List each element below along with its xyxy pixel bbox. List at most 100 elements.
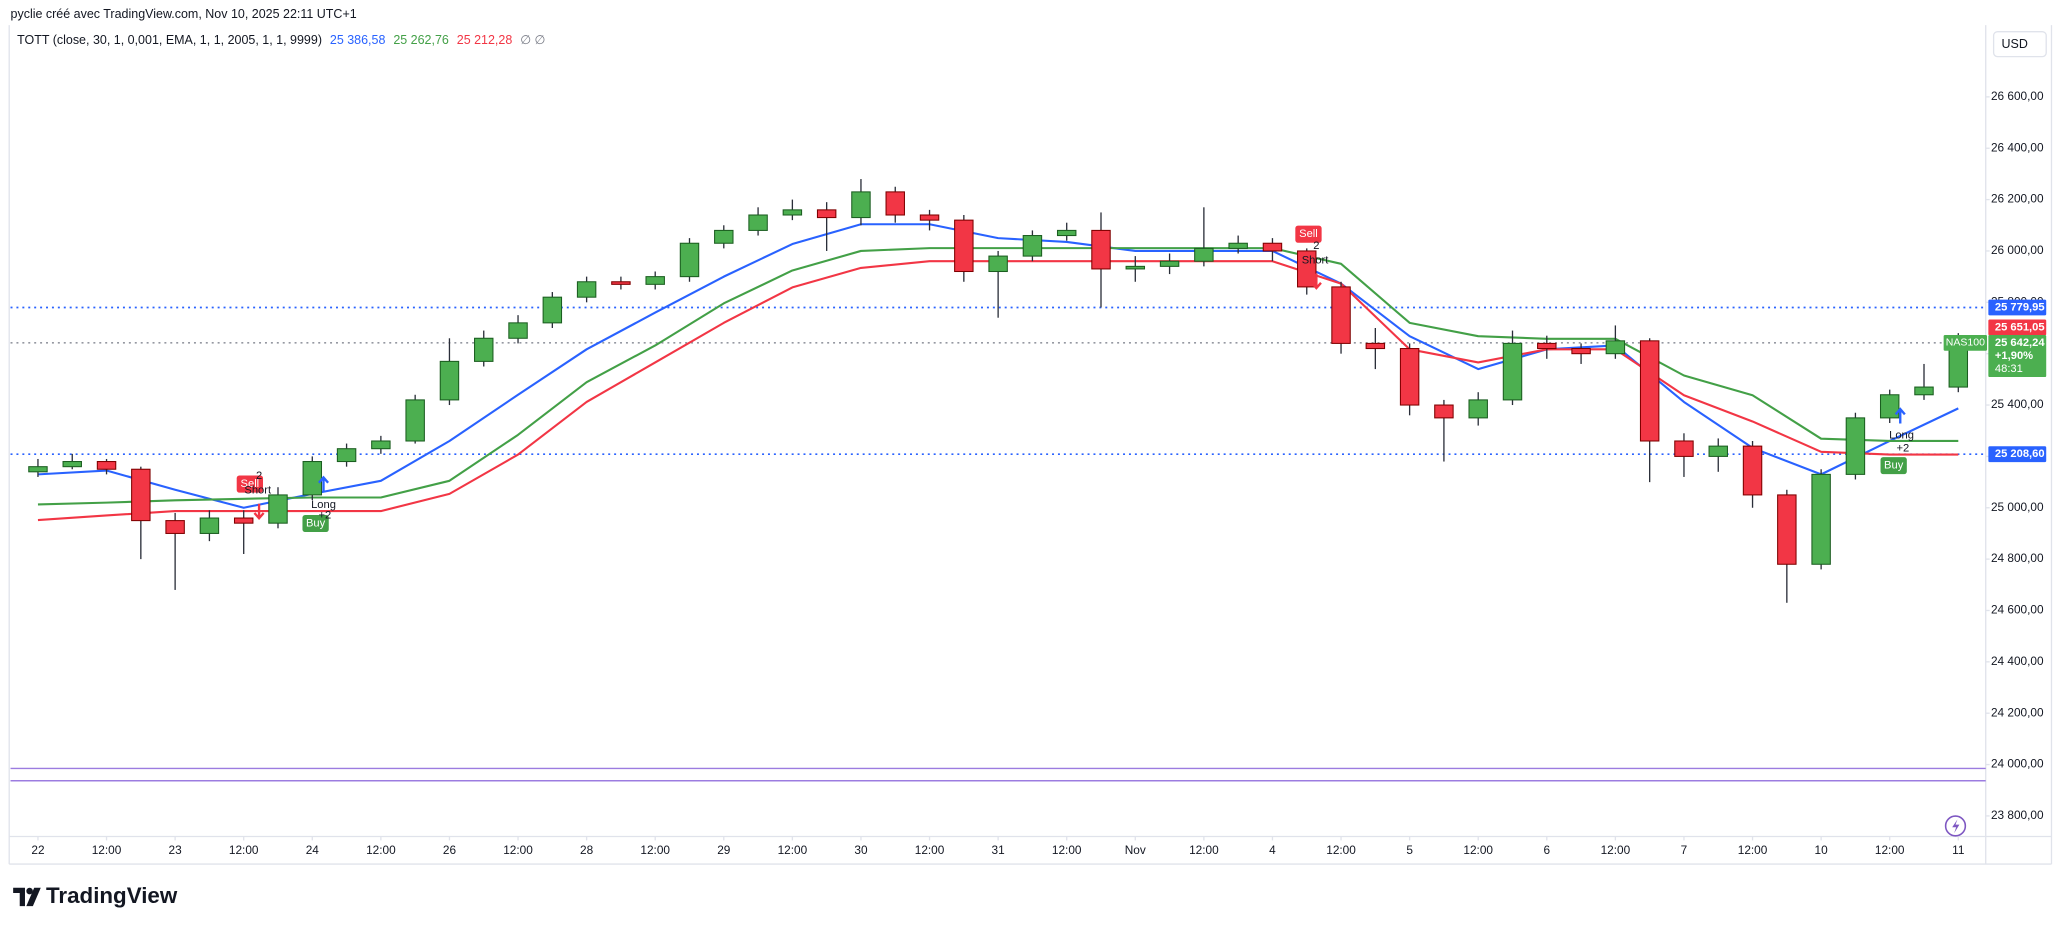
logo-slash (26, 887, 41, 907)
candle-body (1537, 342, 1557, 350)
candle-body (988, 255, 1008, 273)
x-tick-label: 12:00 (229, 843, 259, 857)
candle-body (302, 461, 323, 496)
price-badge (1988, 319, 2047, 336)
candle-body (439, 360, 460, 401)
currency[interactable]: USD (2002, 37, 2028, 51)
x-tick-label: 12:00 (1326, 843, 1356, 857)
x-tick-label: 6 (1543, 843, 1550, 857)
candle-body (1262, 242, 1283, 252)
indicator-line (37, 247, 1959, 506)
candle-body (885, 191, 905, 216)
candle-body (1091, 229, 1111, 270)
candle-body (1297, 250, 1317, 288)
candle-body (1365, 342, 1386, 350)
candle-body (62, 461, 82, 468)
candle-body (542, 296, 563, 324)
price-change: +1,90% (1995, 350, 2033, 362)
price-badge (1988, 299, 2047, 316)
candle-body (268, 494, 288, 524)
x-tick-label: 23 (169, 843, 183, 857)
x-tick-label: 7 (1681, 843, 1688, 857)
x-tick-label: 12:00 (778, 843, 808, 857)
y-tick-label: 25 400,00 (1991, 397, 2044, 411)
x-tick-label: 22 (31, 843, 44, 857)
price-badge-label: 25 651,05 (1995, 321, 2045, 333)
candle-body (1879, 394, 1900, 419)
signal-text: Long (1889, 429, 1914, 441)
candle-body (1742, 445, 1763, 496)
signal-count: +2 (1897, 442, 1910, 454)
x-tick-label: 12:00 (1052, 843, 1082, 857)
candle-body (1434, 404, 1454, 419)
candle-body (371, 440, 391, 450)
y-tick-label: 24 000,00 (1991, 757, 2044, 771)
signal-count: 2 (256, 470, 262, 482)
candle-body (679, 242, 700, 278)
x-tick-label: 26 (443, 843, 457, 857)
signal-badge-label: Sell (1299, 228, 1318, 240)
logo-dot (26, 887, 33, 895)
candle-body (1159, 260, 1180, 267)
symbol: NAS100 (1946, 337, 1985, 349)
signal-badge-label: Sell (241, 478, 260, 490)
x-tick-label: 28 (580, 843, 594, 857)
candle-body (1331, 286, 1351, 344)
source-line: pyclie créé avec TradingView.com, Nov 10… (11, 7, 357, 21)
signal-count: 2 (1313, 240, 1319, 252)
replay-icon[interactable] (1944, 815, 1967, 837)
candle-body (919, 214, 940, 221)
candle-body (28, 466, 48, 473)
currency-box[interactable] (1992, 31, 2047, 58)
x-tick-label: 4 (1269, 843, 1276, 857)
candle-body (851, 191, 871, 219)
y-tick-label: 24 600,00 (1991, 603, 2044, 617)
y-tick-label: 26 200,00 (1991, 192, 2044, 206)
candle-body (714, 229, 734, 244)
candle-body (1571, 348, 1591, 355)
candle-body (954, 219, 974, 273)
replay-icon-bolt (1952, 819, 1960, 834)
candle-body (1605, 340, 1626, 355)
candle-body (474, 337, 494, 362)
candle-body (782, 209, 803, 216)
candle-body (165, 520, 185, 534)
x-tick-label: 12:00 (915, 843, 945, 857)
x-tick-label: 5 (1406, 843, 1413, 857)
x-tick-label: 24 (306, 843, 320, 857)
y-tick-label: 24 800,00 (1991, 551, 2044, 565)
brand: TradingView (46, 883, 178, 908)
price-badge-label: 25 779,95 (1995, 301, 2045, 313)
candle-body (1194, 247, 1214, 262)
last-price: 25 642,24 (1995, 337, 2045, 349)
signal-arrow (253, 503, 265, 521)
y-tick-label: 24 400,00 (1991, 654, 2044, 668)
x-tick-label: Nov (1125, 843, 1146, 857)
x-tick-label: 12:00 (366, 843, 396, 857)
candle-body (1022, 235, 1043, 257)
candle-body (645, 276, 665, 285)
y-tick-label: 26 000,00 (1991, 243, 2044, 257)
price-badge (1988, 446, 2047, 463)
symbol-badge (1943, 334, 1988, 351)
signal-badge (302, 514, 329, 533)
signal-text: Short (1302, 254, 1330, 266)
candle-body (1056, 229, 1077, 237)
signal-badge (1880, 457, 1907, 475)
candle-body (816, 209, 837, 219)
candle-body (1125, 265, 1146, 270)
candle-body (405, 399, 425, 442)
x-tick-label: 12:00 (1875, 843, 1905, 857)
x-tick-label: 10 (1815, 843, 1829, 857)
x-tick-label: 31 (992, 843, 1005, 857)
candle-body (233, 517, 254, 524)
candle-body (1777, 494, 1797, 565)
x-tick-label: 12:00 (640, 843, 670, 857)
y-tick-label: 26 400,00 (1991, 140, 2044, 154)
candle-body (1845, 417, 1866, 475)
y-tick-label: 25 000,00 (1991, 500, 2044, 514)
x-tick-label: 12:00 (1463, 843, 1493, 857)
logo-mark (13, 887, 25, 907)
candle-body (1228, 242, 1248, 249)
